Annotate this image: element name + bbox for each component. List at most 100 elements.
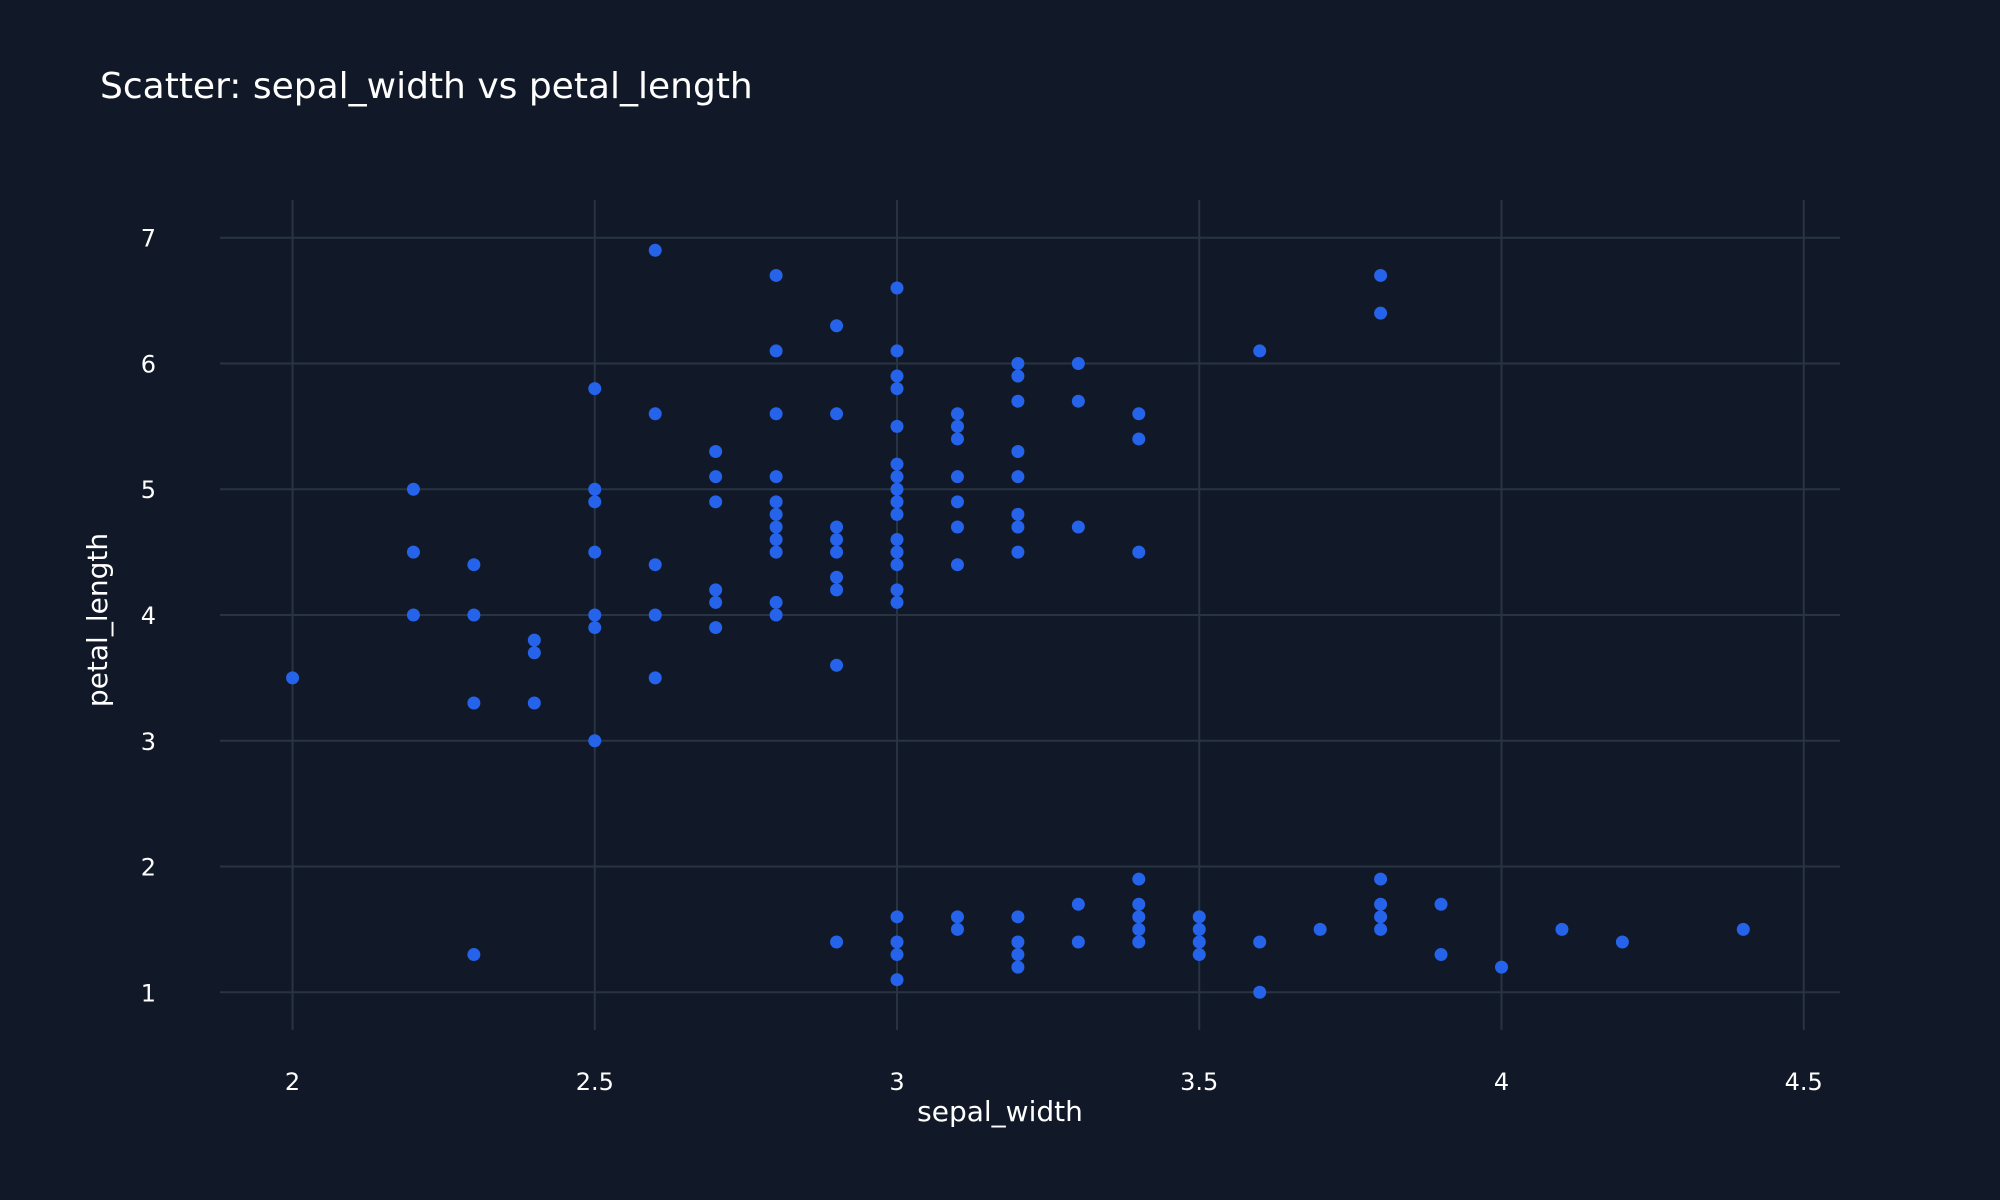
data-point [830, 319, 844, 333]
data-point [406, 608, 420, 622]
data-point [830, 583, 844, 597]
data-point [769, 595, 783, 609]
data-point [588, 382, 602, 396]
data-point [890, 457, 904, 471]
data-point [769, 545, 783, 559]
x-tick-label: 3 [889, 1068, 904, 1096]
y-axis-title: petal_length [81, 533, 114, 707]
data-point [769, 520, 783, 534]
data-point [1374, 306, 1388, 320]
data-point [1132, 935, 1146, 949]
data-point [709, 621, 723, 635]
data-point [830, 533, 844, 547]
data-point [648, 558, 662, 572]
data-point [830, 570, 844, 584]
grid-lines [220, 200, 1840, 1030]
data-point [1071, 935, 1085, 949]
data-point [1434, 897, 1448, 911]
x-axis-title: sepal_width [917, 1095, 1083, 1128]
data-point [709, 595, 723, 609]
data-point [769, 268, 783, 282]
data-point [527, 633, 541, 647]
data-point [648, 671, 662, 685]
data-point [890, 281, 904, 295]
data-point [1071, 356, 1085, 370]
data-point [769, 407, 783, 421]
data-point [1132, 545, 1146, 559]
x-tick-labels: 2 2.5 3 3.5 4 4.5 [285, 1068, 1823, 1096]
data-point [1071, 897, 1085, 911]
data-point [286, 671, 300, 685]
y-tick-label: 2 [141, 854, 156, 882]
data-points [286, 243, 1750, 999]
data-point [769, 470, 783, 484]
data-point [890, 470, 904, 484]
data-point [890, 595, 904, 609]
data-point [890, 948, 904, 962]
data-point [1011, 445, 1025, 459]
y-tick-label: 7 [141, 225, 156, 253]
x-tick-label: 4 [1494, 1068, 1509, 1096]
data-point [648, 407, 662, 421]
data-point [1374, 922, 1388, 936]
y-tick-label: 6 [141, 350, 156, 378]
data-point [467, 948, 481, 962]
data-point [769, 533, 783, 547]
data-point [1253, 344, 1267, 358]
data-point [950, 922, 964, 936]
data-point [1132, 897, 1146, 911]
data-point [1374, 268, 1388, 282]
data-point [1434, 948, 1448, 962]
data-point [406, 545, 420, 559]
data-point [890, 973, 904, 987]
data-point [527, 646, 541, 660]
data-point [950, 520, 964, 534]
data-point [1374, 872, 1388, 886]
data-point [1011, 507, 1025, 521]
data-point [1132, 432, 1146, 446]
y-tick-label: 5 [141, 476, 156, 504]
data-point [1011, 948, 1025, 962]
x-tick-label: 2.5 [576, 1068, 614, 1096]
data-point [950, 558, 964, 572]
data-point [1374, 897, 1388, 911]
data-point [1011, 520, 1025, 534]
data-point [1615, 935, 1629, 949]
data-point [1132, 922, 1146, 936]
data-point [709, 495, 723, 509]
data-point [467, 558, 481, 572]
data-point [1011, 545, 1025, 559]
data-point [588, 482, 602, 496]
data-point [890, 482, 904, 496]
data-point [467, 696, 481, 710]
data-point [648, 243, 662, 257]
x-tick-label: 3.5 [1180, 1068, 1218, 1096]
data-point [588, 621, 602, 635]
data-point [830, 935, 844, 949]
data-point [1192, 910, 1206, 924]
data-point [1374, 910, 1388, 924]
data-point [890, 344, 904, 358]
data-point [588, 545, 602, 559]
data-point [890, 583, 904, 597]
x-tick-label: 2 [285, 1068, 300, 1096]
data-point [1011, 910, 1025, 924]
data-point [1192, 922, 1206, 936]
data-point [406, 482, 420, 496]
data-point [890, 369, 904, 383]
data-point [1253, 935, 1267, 949]
data-point [1011, 356, 1025, 370]
data-point [1313, 922, 1327, 936]
y-tick-label: 3 [141, 728, 156, 756]
data-point [1192, 948, 1206, 962]
data-point [648, 608, 662, 622]
data-point [950, 470, 964, 484]
y-tick-labels: 1 2 3 4 5 6 7 [141, 225, 156, 1008]
data-point [1071, 520, 1085, 534]
chart-title: Scatter: sepal_width vs petal_length [100, 66, 753, 107]
data-point [1736, 922, 1750, 936]
data-point [769, 608, 783, 622]
data-point [1494, 960, 1508, 974]
